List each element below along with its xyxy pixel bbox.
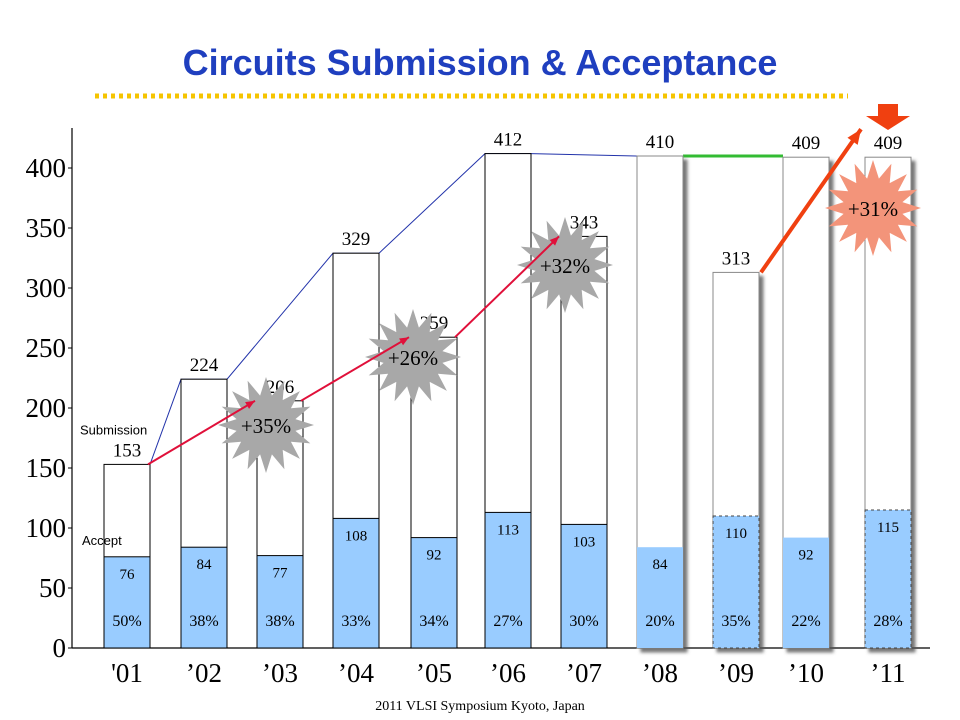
- plot-area: 0 50 100 150 200 250 300 350 400 153 76 50% '01 224 84…: [26, 104, 930, 688]
- growth-arrow-line: [147, 399, 256, 466]
- growth-starburst: [825, 160, 921, 256]
- x-tick-label: ’03: [262, 658, 298, 688]
- acceptance-rate-label: 38%: [189, 613, 218, 630]
- growth-arrow-line: [454, 235, 560, 338]
- accept-value-label: 110: [725, 526, 747, 542]
- y-tick-label: 150: [26, 453, 67, 483]
- accept-bar: [484, 511, 532, 649]
- acceptance-rate-label: 22%: [791, 613, 820, 630]
- accept-value-label: 103: [573, 534, 596, 550]
- accept-bar: [103, 556, 151, 649]
- acceptance-rate-label: 38%: [265, 613, 294, 630]
- accept-bar: [783, 537, 829, 648]
- growth-arrow-head: [399, 337, 409, 346]
- y-tick-label: 0: [53, 633, 67, 663]
- growth-starburst: [517, 217, 613, 313]
- footer-text: 2011 VLSI Symposium Kyoto, Japan: [375, 699, 585, 714]
- acceptance-rate-label: 50%: [112, 613, 141, 630]
- growth-arrow-line: [759, 128, 863, 274]
- x-tick-label: ’06: [490, 658, 526, 688]
- growth-arrow-line: [300, 336, 410, 402]
- y-tick-label: 250: [26, 333, 67, 363]
- x-tick-label: ’02: [186, 658, 222, 688]
- acceptance-rate-label: 28%: [873, 613, 902, 630]
- accept-bar: [637, 547, 683, 648]
- accept-value-label: 84: [197, 557, 213, 573]
- accept-value-label: 115: [877, 520, 899, 536]
- submission-value-label: 224: [190, 355, 219, 376]
- accept-value-label: 84: [653, 557, 669, 573]
- chart-title: Circuits Submission & Acceptance: [183, 42, 778, 83]
- x-tick-label: ’10: [788, 658, 824, 688]
- growth-arrow-head: [549, 236, 559, 246]
- accept-bar: [410, 537, 458, 649]
- y-tick-label: 400: [26, 153, 67, 183]
- acceptance-rate-label: 33%: [341, 613, 370, 630]
- growth-label: +35%: [241, 414, 291, 438]
- growth-label: +26%: [388, 346, 438, 370]
- accept-value-label: 92: [799, 548, 814, 564]
- acceptance-rate-label: 20%: [645, 613, 674, 630]
- x-tick-label: ’09: [718, 658, 754, 688]
- growth-label: +31%: [848, 197, 898, 221]
- growth-starburst: [218, 377, 314, 473]
- highlight-arrow: [866, 104, 910, 130]
- submission-series-label: Submission: [80, 422, 147, 437]
- accept-value-label: 108: [345, 528, 368, 544]
- submission-value-label: 412: [494, 130, 523, 151]
- x-tick-label: ’08: [642, 658, 678, 688]
- accept-series-label: Accept: [82, 533, 122, 548]
- accept-bar: [712, 515, 760, 649]
- y-tick-label: 300: [26, 273, 67, 303]
- submission-value-label: 343: [570, 212, 599, 233]
- x-tick-label: ’11: [871, 658, 906, 688]
- submission-value-label: 313: [722, 248, 751, 269]
- x-tick-label: ’05: [416, 658, 452, 688]
- accept-value-label: 76: [120, 567, 136, 583]
- accept-bar: [864, 509, 912, 649]
- acceptance-rate-label: 34%: [419, 613, 448, 630]
- submission-value-label: 329: [342, 229, 371, 250]
- acceptance-rate-label: 27%: [493, 613, 522, 630]
- x-tick-label: '01: [111, 658, 143, 688]
- growth-starburst: [365, 309, 461, 405]
- accept-bar: [560, 523, 608, 649]
- accept-bar: [180, 546, 228, 649]
- accept-value-label: 113: [497, 522, 519, 538]
- growth-arrow-head: [847, 129, 861, 145]
- submission-value-label: 410: [646, 132, 675, 153]
- y-tick-label: 50: [39, 573, 66, 603]
- accept-value-label: 92: [427, 548, 442, 564]
- accept-bar: [332, 517, 380, 649]
- accept-bar: [256, 555, 304, 649]
- x-tick-label: ’07: [566, 658, 602, 688]
- submission-value-label: 409: [792, 133, 821, 154]
- submission-value-label: 153: [113, 440, 142, 461]
- x-tick-label: ’04: [338, 658, 374, 688]
- acceptance-rate-label: 35%: [721, 613, 750, 630]
- y-tick-label: 350: [26, 213, 67, 243]
- y-tick-label: 100: [26, 513, 67, 543]
- acceptance-rate-label: 30%: [569, 613, 598, 630]
- y-tick-label: 200: [26, 393, 67, 423]
- growth-arrow-head: [245, 400, 255, 409]
- growth-label: +32%: [540, 254, 590, 278]
- accept-value-label: 77: [273, 566, 289, 582]
- submission-value-label: 409: [874, 133, 903, 154]
